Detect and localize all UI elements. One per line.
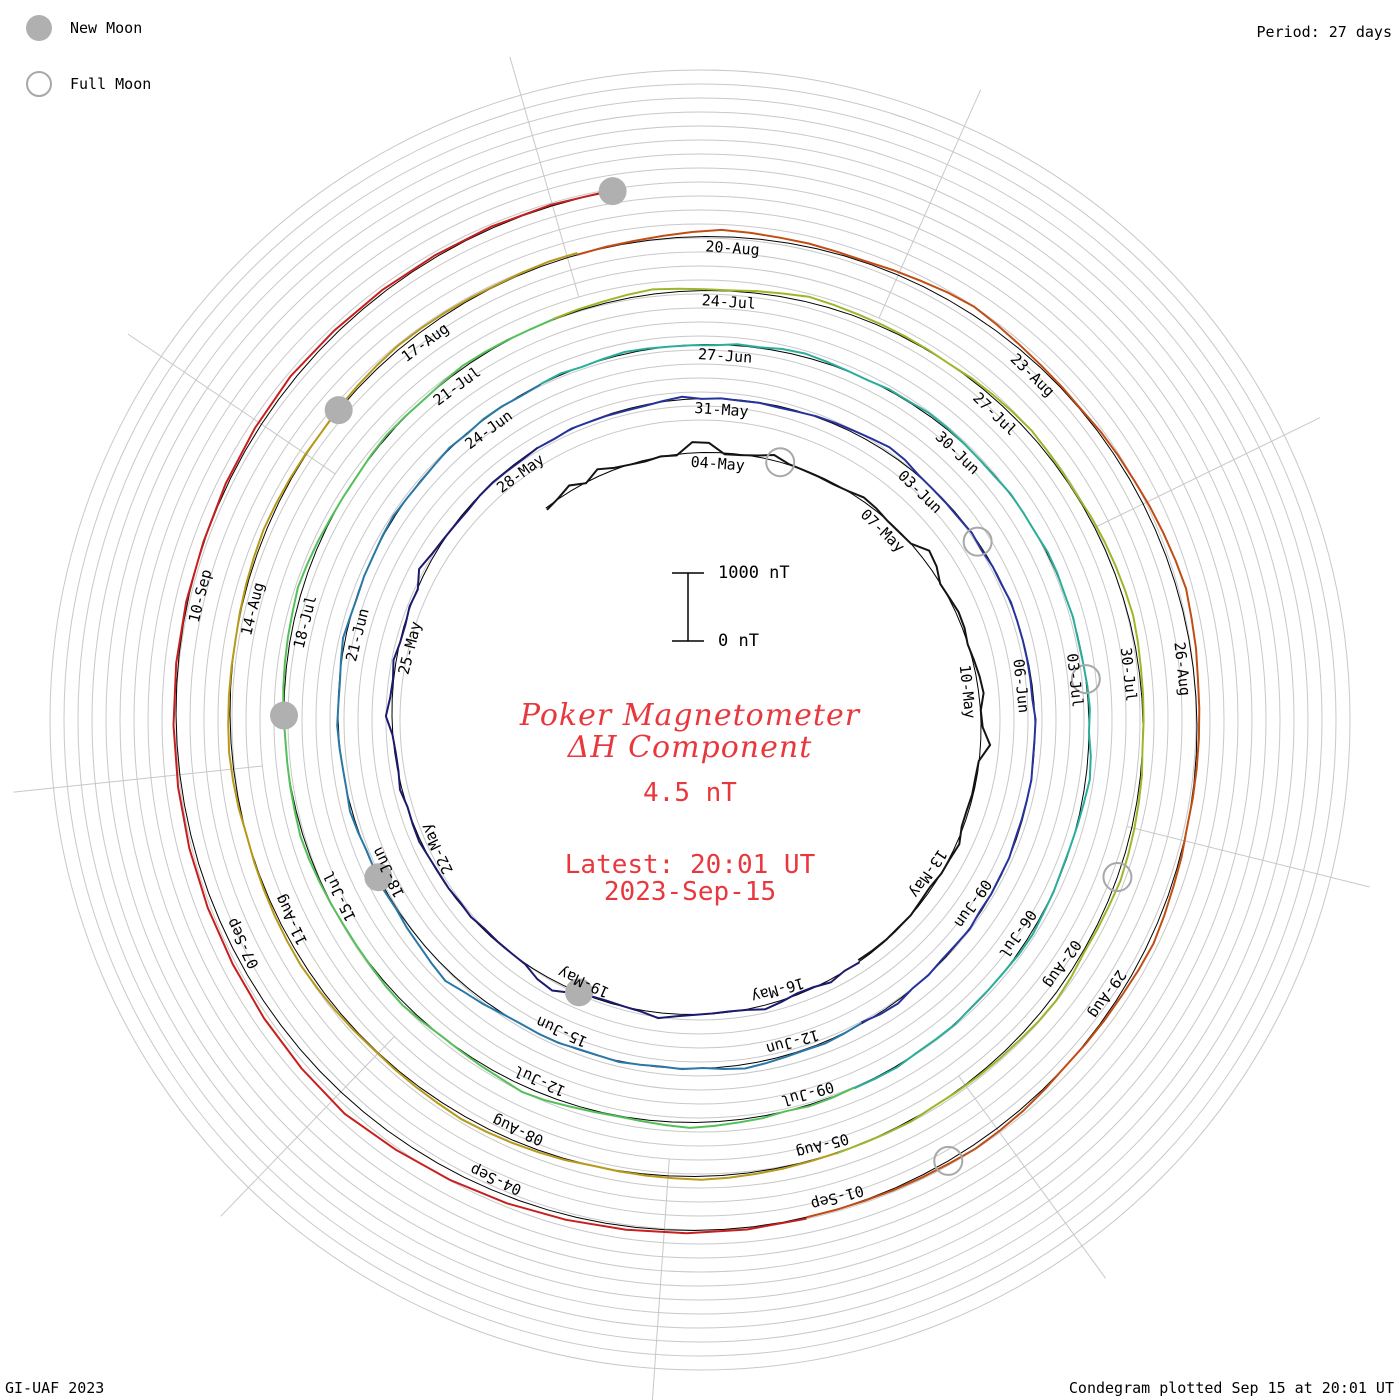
current-value: 4.5 nT bbox=[643, 778, 737, 808]
full-moon-marker bbox=[933, 1145, 964, 1176]
grid-ring bbox=[119, 139, 1281, 1301]
scale-top-label: 1000 nT bbox=[718, 563, 790, 583]
date-label: 15-Jun bbox=[533, 1012, 590, 1050]
grid-ring bbox=[147, 167, 1253, 1273]
full-moon-marker bbox=[1102, 862, 1133, 893]
date-label: 26-Aug bbox=[1170, 641, 1194, 697]
grid-spoke bbox=[651, 1158, 670, 1400]
chart-title: Poker Magnetometer ΔH Component 4.5 nT L… bbox=[490, 700, 890, 906]
grid-ring bbox=[63, 83, 1337, 1357]
series-trace-5 bbox=[540, 343, 1092, 1090]
grid-ring bbox=[315, 335, 1085, 1105]
new-moon-marker bbox=[270, 701, 299, 730]
date-label: 06-Jun bbox=[1009, 658, 1033, 714]
grid-spoke bbox=[509, 56, 580, 298]
series-trace-3 bbox=[537, 395, 1037, 1024]
full-moon-marker bbox=[962, 526, 993, 557]
footer-plot-time: Condegram plotted Sep 15 at 20:01 UT bbox=[1068, 1379, 1394, 1397]
footer-credit: GI-UAF 2023 bbox=[5, 1379, 105, 1397]
grid-ring bbox=[385, 405, 1015, 1035]
new-moon-marker bbox=[324, 396, 353, 425]
grid-ring bbox=[357, 377, 1043, 1063]
grid-ring bbox=[217, 237, 1183, 1203]
new-moon-marker bbox=[565, 978, 594, 1007]
grid-ring bbox=[49, 69, 1351, 1371]
date-label: 27-Jun bbox=[697, 345, 752, 367]
grid-ring bbox=[161, 181, 1239, 1259]
date-label: 03-Jul bbox=[1063, 652, 1087, 708]
series-trace-6 bbox=[282, 318, 855, 1129]
full-moon-label: Full Moon bbox=[70, 75, 152, 93]
series-trace-2 bbox=[384, 446, 861, 1020]
latest-time: Latest: 20:01 UT bbox=[564, 850, 816, 880]
grid-ring bbox=[329, 349, 1071, 1091]
new-moon-icon bbox=[26, 15, 52, 41]
grid-layer bbox=[13, 56, 1370, 1400]
grid-spoke bbox=[220, 1036, 395, 1217]
grid-ring bbox=[259, 279, 1141, 1161]
series-layer bbox=[172, 189, 1201, 1235]
grid-ring bbox=[231, 251, 1169, 1189]
series-trace-8 bbox=[227, 251, 836, 1181]
grid-spoke bbox=[13, 765, 263, 793]
title-line-1: Poker Magnetometer bbox=[519, 698, 861, 733]
title-line-2: ΔH Component bbox=[567, 730, 813, 765]
period-label: Period: 27 days bbox=[1256, 23, 1392, 41]
series-trace-7 bbox=[553, 287, 1145, 1155]
latest-date: 2023-Sep-15 bbox=[603, 877, 777, 907]
grid-ring bbox=[245, 265, 1155, 1175]
date-label: 28-May bbox=[493, 450, 547, 496]
date-label: 12-Jul bbox=[511, 1062, 568, 1100]
grid-spoke bbox=[878, 89, 982, 319]
grid-ring bbox=[301, 321, 1099, 1119]
legend-new-moon: New Moon bbox=[26, 15, 142, 41]
grid-ring bbox=[399, 419, 1001, 1021]
scale-bottom-label: 0 nT bbox=[718, 631, 759, 651]
date-label: 07-May bbox=[857, 505, 909, 556]
date-label: 10-Sep bbox=[185, 567, 215, 624]
grid-ring bbox=[91, 111, 1309, 1329]
series-trace-9 bbox=[577, 228, 1201, 1219]
grid-ring bbox=[203, 223, 1197, 1217]
grid-spoke bbox=[1095, 417, 1321, 528]
date-label: 30-Jul bbox=[1117, 647, 1141, 703]
full-moon-marker bbox=[1070, 664, 1101, 695]
grid-ring bbox=[343, 363, 1057, 1077]
legend-full-moon: Full Moon bbox=[26, 71, 151, 97]
date-label: 15-Jul bbox=[320, 868, 360, 925]
scale-bar bbox=[672, 572, 704, 642]
grid-ring bbox=[133, 153, 1267, 1287]
series-trace-1 bbox=[546, 441, 992, 962]
new-moon-marker bbox=[364, 863, 393, 892]
series-trace-10 bbox=[172, 189, 807, 1235]
new-moon-marker bbox=[598, 177, 627, 206]
new-moon-label: New Moon bbox=[70, 19, 143, 37]
grid-ring bbox=[105, 125, 1295, 1315]
grid-spoke bbox=[127, 333, 336, 475]
date-label: 24-Jul bbox=[701, 291, 756, 313]
date-label: 21-Jun bbox=[342, 606, 372, 663]
grid-ring bbox=[371, 391, 1029, 1049]
date-label: 31-May bbox=[694, 399, 749, 421]
date-label: 04-May bbox=[690, 453, 745, 475]
full-moon-marker bbox=[765, 447, 796, 478]
date-label: 10-May bbox=[956, 664, 980, 720]
full-moon-icon bbox=[26, 71, 52, 97]
date-label: 20-Aug bbox=[705, 237, 760, 259]
grid-spoke bbox=[1126, 825, 1370, 888]
moon-marker-layer bbox=[270, 177, 1133, 1176]
grid-spoke bbox=[958, 1075, 1106, 1279]
grid-ring bbox=[77, 97, 1323, 1343]
